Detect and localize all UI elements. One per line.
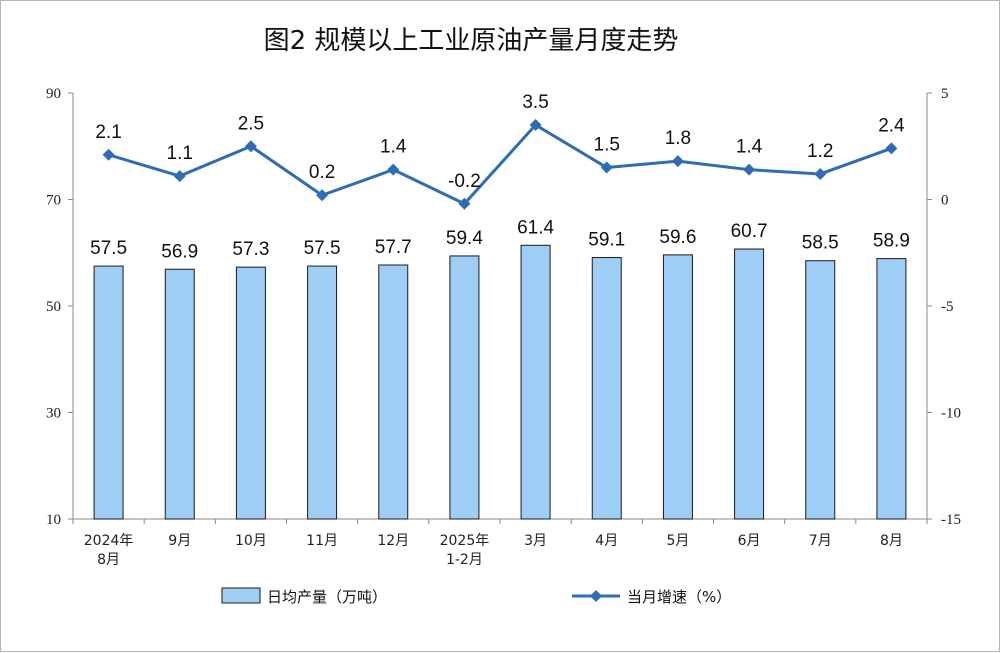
- bar: [449, 255, 480, 520]
- bar: [662, 254, 693, 520]
- line-value-label: 1.5: [594, 135, 620, 156]
- right-tick-label: -15: [941, 512, 961, 528]
- line-point-marker: [387, 163, 400, 176]
- x-category-label: 11月: [306, 533, 338, 549]
- right-tick-label: 0: [941, 193, 949, 209]
- x-category-label: 1-2月: [446, 552, 483, 568]
- x-category-label: 10月: [235, 533, 267, 549]
- line-value-label: 0.2: [309, 162, 335, 183]
- x-category-label: 8月: [880, 533, 903, 549]
- legend: 日均产量（万吨） 当月增速（%）: [221, 587, 731, 606]
- left-tick-label: 70: [46, 193, 61, 209]
- line-value-label: -0.2: [448, 171, 481, 192]
- line-point-marker: [102, 148, 115, 161]
- right-tick-label: -10: [941, 406, 961, 422]
- x-category-label: 6月: [738, 533, 761, 549]
- legend-line-label: 当月增速（%）: [627, 588, 731, 606]
- bar-value-label: 58.5: [802, 233, 839, 254]
- line-value-label: 2.5: [238, 113, 264, 134]
- bar-value-label: 57.7: [375, 237, 412, 258]
- bar-value-label: 60.7: [731, 221, 768, 242]
- x-category-label: 2024年: [84, 533, 134, 549]
- bar-value-label: 59.4: [446, 228, 483, 249]
- bar-value-label: 57.3: [232, 239, 269, 260]
- bar: [876, 258, 907, 520]
- right-tick-label: 5: [941, 86, 949, 102]
- left-tick-label: 50: [46, 299, 61, 315]
- bar-value-label: 57.5: [304, 238, 341, 259]
- line-point-marker: [814, 167, 827, 180]
- x-category-label: 9月: [168, 533, 191, 549]
- left-tick-label: 90: [46, 86, 61, 102]
- bar-value-label: 61.4: [517, 217, 554, 238]
- line-point-marker: [600, 161, 613, 174]
- chart-title: 图2 规模以上工业原油产量月度走势: [264, 26, 679, 56]
- bar: [591, 257, 622, 520]
- x-category-label: 5月: [666, 533, 689, 549]
- axes: 10 30 50 70 90 -15 -10 -5 0 5 2024年 8月 9月 10月 11月 12月 20…: [46, 86, 961, 568]
- line-value-label: 2.1: [95, 122, 121, 143]
- right-tick-label: -5: [941, 299, 954, 315]
- bar: [235, 266, 266, 520]
- line-point-marker: [173, 170, 186, 183]
- line-point-marker: [458, 197, 471, 210]
- x-category-label: 4月: [595, 533, 618, 549]
- line-point-marker: [671, 155, 684, 168]
- left-tick-label: 30: [46, 406, 61, 422]
- bar: [307, 265, 338, 520]
- line-value-label: 3.5: [522, 92, 548, 113]
- line-point-marker: [743, 163, 756, 176]
- x-category-label: 2025年: [440, 533, 490, 549]
- bar: [520, 244, 551, 520]
- data-labels: 57.5 56.9 57.3 57.5 57.7 59.4 61.4 59.1 59.6 60.7…: [90, 92, 910, 262]
- bar: [805, 260, 836, 520]
- bar: [93, 265, 124, 520]
- bar: [378, 264, 409, 520]
- line-value-label: 1.2: [807, 141, 833, 162]
- legend-line-marker: [590, 590, 602, 602]
- legend-bar-label: 日均产量（万吨）: [267, 588, 387, 606]
- line-value-label: 2.4: [878, 115, 905, 136]
- x-category-label: 3月: [524, 533, 547, 549]
- x-category-label: 8月: [97, 552, 120, 568]
- bar-value-label: 59.6: [659, 227, 696, 248]
- bar-value-label: 56.9: [161, 241, 198, 262]
- line-point-marker: [885, 142, 898, 155]
- x-category-label: 7月: [809, 533, 832, 549]
- bar-value-label: 59.1: [588, 230, 625, 251]
- legend-bar-swatch: [221, 587, 261, 604]
- bar-value-label: 58.9: [873, 231, 910, 252]
- line-series: [102, 118, 898, 210]
- bar: [164, 268, 195, 520]
- line-value-label: 1.4: [736, 137, 763, 158]
- bars-series: [93, 244, 907, 520]
- line-point-marker: [316, 189, 329, 202]
- line-value-label: 1.8: [665, 128, 691, 149]
- x-category-label: 12月: [377, 533, 409, 549]
- line-point-marker: [529, 118, 542, 131]
- growth-line: [108, 123, 892, 206]
- bar: [734, 248, 765, 520]
- bar-value-label: 57.5: [90, 238, 127, 259]
- line-point-marker: [244, 140, 257, 153]
- line-value-label: 1.4: [380, 137, 407, 158]
- left-tick-label: 10: [46, 512, 61, 528]
- line-value-label: 1.1: [167, 143, 193, 164]
